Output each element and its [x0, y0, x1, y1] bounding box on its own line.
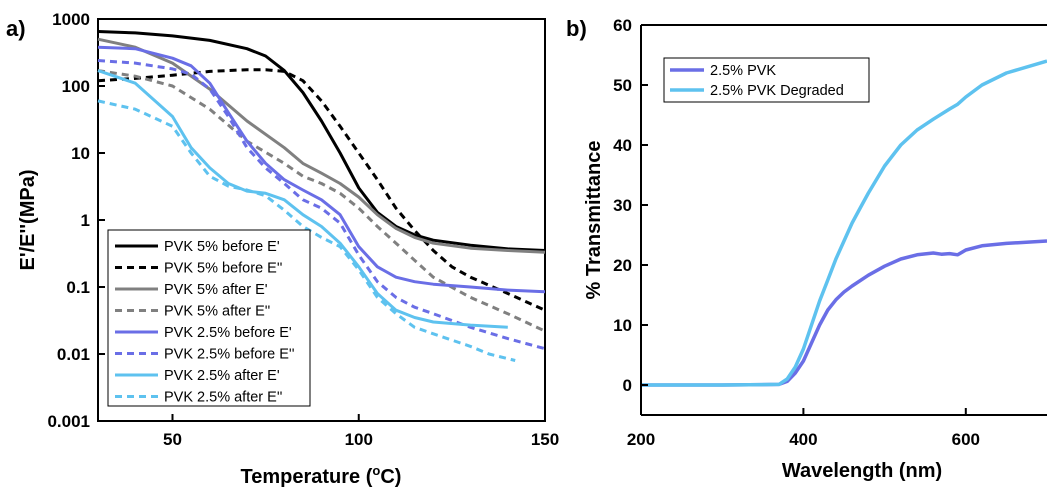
panel-a-legend-label: PVK 2.5% after E''	[164, 390, 283, 406]
panel-a-series-pvk-5-after-e	[97, 69, 546, 333]
panel-b-y-tick-label: 10	[613, 316, 632, 335]
panel-b-y-tick-label: 0	[623, 376, 632, 395]
panel-b-x-tick-label: 600	[952, 430, 980, 449]
panel-a-series-pvk-2-5-before-e	[97, 45, 546, 294]
panel-a-series-pvk-5-before-e	[97, 30, 546, 252]
panel-a-legend-label: PVK 2.5% before E'	[164, 325, 292, 341]
panel-b-y-tick-label: 40	[613, 136, 632, 155]
panel-a-y-tick-label: 0.01	[57, 345, 90, 364]
panel-a-y-tick-label: 10	[71, 144, 90, 163]
panel-a-y-tick-label: 0.001	[47, 412, 90, 431]
panel-b-x-tick-label: 400	[789, 430, 817, 449]
panel-b-series-2-5-pvk	[641, 239, 1047, 387]
panel-a-series-pvk-5-after-e	[97, 37, 546, 254]
panel-b-ticks-group: 200 400 600 0 10 20 30 40 50 60	[613, 16, 980, 449]
panel-a-y-tick-label: 100	[62, 77, 90, 96]
panel-b-x-axis-label: Wavelength (nm)	[782, 460, 942, 482]
panel-a-legend-label: PVK 2.5% after E'	[164, 368, 280, 384]
panel-b-y-tick-label: 50	[613, 76, 632, 95]
panel-a-y-tick-label: 1	[81, 211, 90, 230]
panel-a-x-tick-label: 50	[163, 430, 182, 449]
panel-b-legend-label: 2.5% PVK Degraded	[710, 83, 844, 99]
panel-a-series-pvk-5-before-e	[97, 68, 546, 312]
panel-b-label: b)	[566, 16, 587, 41]
panel-b-y-axis-label: % Transmittance	[583, 141, 605, 300]
panel-a-x-tick-label: 100	[345, 430, 373, 449]
panel-a-series-pvk-2-5-before-e	[97, 59, 546, 351]
panel-a-legend-label: PVK 5% after E'	[164, 282, 268, 298]
panel-a-y-tick-label: 1000	[52, 10, 90, 29]
panel-b-y-tick-label: 20	[613, 256, 632, 275]
panel-b-legend-label: 2.5% PVK	[710, 63, 776, 79]
panel-a-chart: a) 50 100 150 0.001 0.01 0.1 1 10 100 1000 Temper…	[6, 10, 559, 488]
panel-b-legend: 2.5% PVK 2.5% PVK Degraded	[663, 57, 870, 103]
panel-a-x-axis-label: Temperature (oC)	[241, 463, 402, 488]
panel-b-series-group	[641, 59, 1047, 387]
panel-a-legend-label: PVK 5% before E'	[164, 239, 280, 255]
panel-a-legend-label: PVK 2.5% before E''	[164, 347, 295, 363]
panel-a-y-axis-label: E'/E''(MPa)	[17, 170, 39, 271]
panel-b-legend-box	[663, 57, 870, 103]
panel-a-y-tick-label: 0.1	[66, 278, 90, 297]
panel-b-chart: b) 200 400 600 0 10 20 30 40 50 60 Wavelength (nm…	[566, 16, 1047, 482]
panel-a-legend-label: PVK 5% after E''	[164, 304, 271, 320]
panel-b-y-tick-label: 60	[613, 16, 632, 35]
panel-b-series-2-5-pvk-degraded	[641, 59, 1047, 387]
panel-a-ticks-group: 50 100 150 0.001 0.01 0.1 1 10 100 1000	[47, 10, 559, 449]
panel-a-label: a)	[6, 16, 26, 41]
panel-a-x-tick-label: 150	[531, 430, 559, 449]
panel-b-y-tick-label: 30	[613, 196, 632, 215]
panel-a-series-pvk-2-5-after-e	[97, 69, 508, 329]
panel-a-legend-label: PVK 5% before E''	[164, 261, 283, 277]
panel-a-legend: PVK 5% before E' PVK 5% before E'' PVK 5% …	[107, 229, 311, 407]
panel-b-x-tick-label: 200	[627, 430, 655, 449]
panel-a-legend-box	[107, 229, 311, 407]
panel-a-series-group	[97, 30, 546, 362]
